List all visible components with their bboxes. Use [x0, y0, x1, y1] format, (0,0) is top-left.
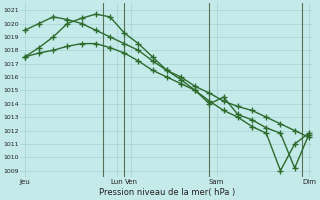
X-axis label: Pression niveau de la mer( hPa ): Pression niveau de la mer( hPa ) — [99, 188, 235, 197]
